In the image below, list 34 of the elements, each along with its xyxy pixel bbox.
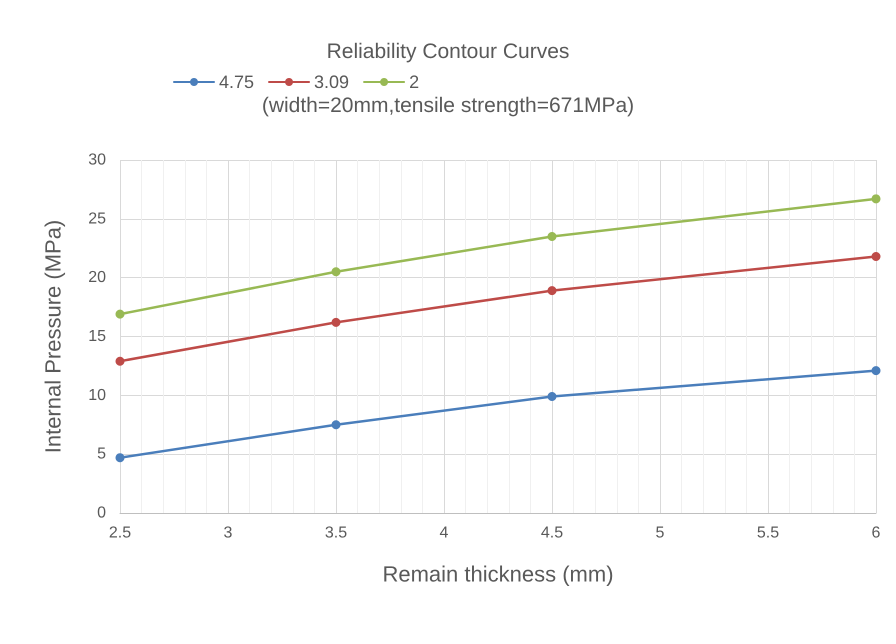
x-tick-label: 6 bbox=[872, 524, 881, 542]
x-tick-label: 4.5 bbox=[540, 524, 564, 542]
chart-subtitle: (width=20mm,tensile strength=671MPa) bbox=[262, 94, 634, 117]
point bbox=[548, 286, 556, 296]
point bbox=[548, 392, 556, 402]
point bbox=[116, 453, 124, 462]
point bbox=[548, 232, 556, 241]
legend-label: 4.75 bbox=[219, 72, 254, 92]
y-tick-label: 0 bbox=[97, 504, 106, 522]
point bbox=[872, 366, 880, 376]
x-tick-label: 4 bbox=[440, 524, 449, 542]
y-tick-label: 5 bbox=[97, 446, 106, 463]
y-tick-label: 10 bbox=[88, 386, 106, 404]
point bbox=[872, 194, 880, 204]
point bbox=[872, 252, 880, 261]
y-tick-label: 15 bbox=[88, 328, 106, 345]
y-tick-label: 20 bbox=[88, 269, 106, 286]
x-tick-label: 2.5 bbox=[108, 524, 132, 542]
point bbox=[332, 318, 340, 327]
point bbox=[116, 310, 124, 319]
point bbox=[116, 356, 124, 366]
y-tick-label: 25 bbox=[88, 210, 106, 228]
point bbox=[332, 420, 340, 430]
y-tick-label: 30 bbox=[88, 152, 106, 168]
chart-title: Reliability Contour Curves bbox=[326, 40, 570, 63]
x-tick-label: 5 bbox=[656, 524, 665, 542]
x-tick-label: 3.5 bbox=[324, 524, 348, 542]
x-tick-label: 3 bbox=[224, 524, 233, 542]
x-axis-title: Remain thickness (mm) bbox=[382, 562, 614, 586]
x-tick-label: 5.5 bbox=[756, 524, 780, 542]
point bbox=[332, 267, 340, 276]
legend-label: 3.09 bbox=[314, 72, 350, 92]
legend-label: 2 bbox=[409, 72, 420, 92]
y-axis-title: Internal Pressure (MPa) bbox=[40, 220, 66, 454]
